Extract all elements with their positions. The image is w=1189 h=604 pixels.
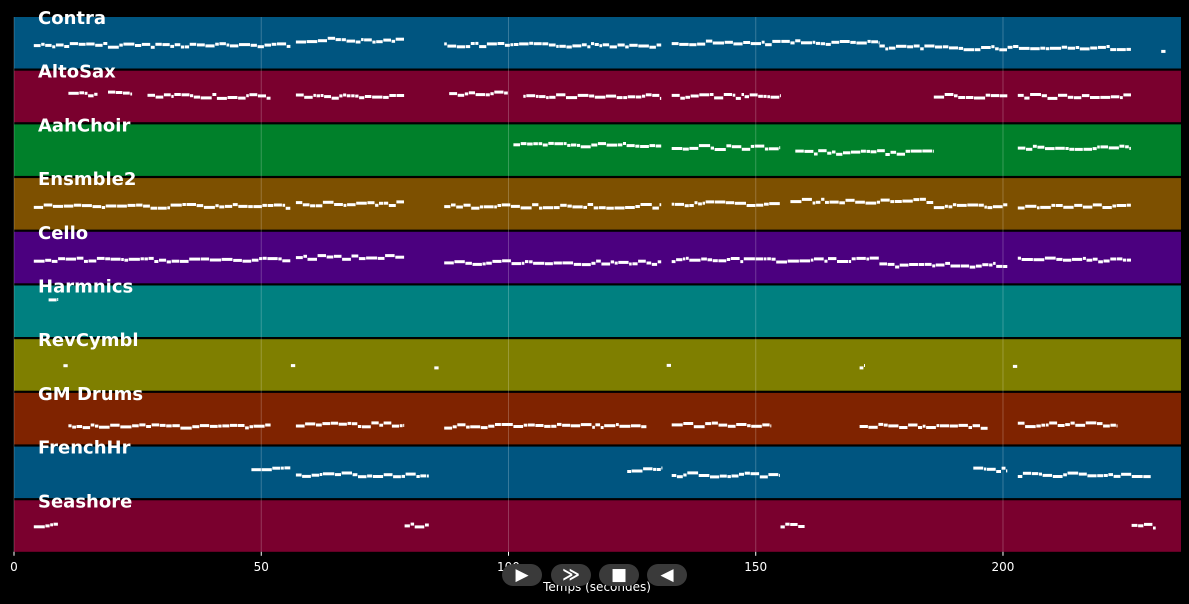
track-label-aahchoir: AahChoir xyxy=(38,115,130,136)
note-run-revcymbl-2 xyxy=(434,366,439,370)
note-run-gm-drums-5 xyxy=(1017,421,1118,429)
note-run-contra-0 xyxy=(33,42,291,49)
track-labels: Contra AltoSax AahChoir Ensmble2 Cello Harmni… xyxy=(38,8,143,512)
track-label-revcymbl: RevCymbl xyxy=(38,330,139,351)
note-run-contra-1 xyxy=(295,36,404,44)
tick-label-50: 50 xyxy=(254,560,269,574)
note-run-gm-drums-0 xyxy=(68,423,271,430)
note-run-altosax-3 xyxy=(295,93,405,100)
note-run-altosax-5 xyxy=(523,93,662,100)
note-run-seashore-0 xyxy=(33,522,58,529)
note-run-aahchoir-1 xyxy=(671,144,781,151)
tracks-group xyxy=(14,17,1181,552)
track-band-frenchhr xyxy=(14,446,1181,499)
note-run-cello-0 xyxy=(33,256,291,264)
note-run-ensmble2-3 xyxy=(671,200,780,208)
note-run-frenchhr-4 xyxy=(973,466,1008,473)
note-run-seashore-2 xyxy=(780,522,805,529)
note-run-altosax-7 xyxy=(933,93,1008,100)
track-label-seashore: Seashore xyxy=(38,491,132,512)
note-run-frenchhr-3 xyxy=(671,471,780,479)
note-run-contra-5 xyxy=(1161,49,1166,53)
note-run-cello-3 xyxy=(671,256,879,264)
note-run-frenchhr-2 xyxy=(627,466,663,473)
tick-label-0: 0 xyxy=(10,560,18,574)
note-run-altosax-6 xyxy=(671,93,781,100)
track-band-cello xyxy=(14,231,1181,284)
note-run-contra-4 xyxy=(879,44,1131,52)
note-run-seashore-1 xyxy=(404,522,429,529)
note-run-revcymbl-3 xyxy=(666,363,671,367)
rewind-button[interactable]: ◀ xyxy=(647,564,687,586)
note-run-revcymbl-4 xyxy=(859,364,865,370)
note-run-altosax-0 xyxy=(68,91,98,98)
note-run-ensmble2-5 xyxy=(933,203,1008,210)
note-run-altosax-4 xyxy=(449,90,508,97)
track-band-ensmble2 xyxy=(14,178,1181,230)
tick-label-200: 200 xyxy=(992,560,1015,574)
note-run-revcymbl-5 xyxy=(1012,364,1018,368)
note-run-cello-5 xyxy=(1017,256,1131,264)
track-label-gm-drums: GM Drums xyxy=(38,384,143,405)
tick-label-150: 150 xyxy=(744,560,767,574)
note-run-ensmble2-6 xyxy=(1017,203,1131,210)
track-label-altosax: AltoSax xyxy=(38,62,116,83)
note-run-revcymbl-1 xyxy=(290,364,296,368)
note-run-gm-drums-2 xyxy=(444,422,647,430)
note-run-aahchoir-0 xyxy=(513,141,662,149)
note-run-contra-3 xyxy=(671,39,880,47)
track-label-frenchhr: FrenchHr xyxy=(38,438,131,459)
note-run-frenchhr-5 xyxy=(1017,471,1151,479)
note-run-harmnics-0 xyxy=(48,298,59,302)
note-run-ensmble2-1 xyxy=(295,200,404,208)
gridlines xyxy=(13,17,1004,552)
note-run-aahchoir-3 xyxy=(1017,144,1131,151)
note-run-cello-4 xyxy=(879,261,1008,269)
track-label-cello: Cello xyxy=(38,223,88,244)
note-run-frenchhr-1 xyxy=(295,471,429,479)
note-run-altosax-1 xyxy=(108,90,133,96)
note-run-frenchhr-0 xyxy=(251,466,291,472)
note-run-ensmble2-4 xyxy=(790,197,934,205)
note-run-ensmble2-0 xyxy=(33,203,291,210)
note-run-gm-drums-1 xyxy=(295,421,405,429)
note-run-seashore-3 xyxy=(1131,522,1156,530)
track-label-ensmble2: Ensmble2 xyxy=(38,169,136,190)
play-forward-button[interactable]: ▶ xyxy=(502,564,542,586)
note-run-contra-2 xyxy=(444,41,662,49)
track-band-contra xyxy=(14,17,1181,69)
track-band-revcymbl xyxy=(14,339,1181,391)
track-label-contra: Contra xyxy=(38,8,106,29)
track-band-gm-drums xyxy=(14,392,1181,445)
track-band-harmnics xyxy=(14,285,1181,337)
track-band-seashore xyxy=(14,500,1181,552)
note-run-ensmble2-2 xyxy=(444,203,662,210)
note-run-altosax-8 xyxy=(1017,93,1131,100)
note-run-altosax-2 xyxy=(147,93,271,100)
note-run-cello-2 xyxy=(444,259,662,267)
track-band-aahchoir xyxy=(14,124,1181,176)
note-run-gm-drums-4 xyxy=(859,422,988,430)
note-run-revcymbl-0 xyxy=(63,364,68,368)
stop-button[interactable]: ■ xyxy=(599,564,639,586)
fast-forward-button[interactable]: ≫ xyxy=(551,564,591,586)
note-run-gm-drums-3 xyxy=(671,421,772,429)
note-run-cello-1 xyxy=(295,254,405,261)
track-label-harmnics: Harmnics xyxy=(38,277,133,298)
note-run-aahchoir-2 xyxy=(795,149,934,156)
